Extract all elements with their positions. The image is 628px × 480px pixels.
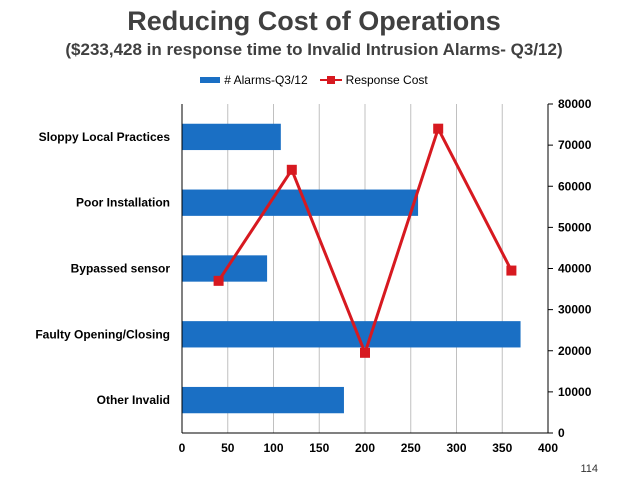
bar-alarms [182, 321, 521, 348]
category-label: Poor Installation [76, 196, 170, 210]
category-label: Sloppy Local Practices [39, 130, 171, 144]
point-response-cost [213, 275, 224, 286]
page-number: 114 [580, 463, 598, 475]
legend-item-alarms: # Alarms-Q3/12 [200, 73, 308, 87]
bar-alarms [182, 123, 281, 151]
x-tick-label: 250 [401, 441, 421, 455]
x-tick-label: 350 [492, 441, 512, 455]
legend-item-response-cost: Response Cost [319, 73, 428, 87]
x-tick-label: 100 [263, 441, 283, 455]
point-response-cost [360, 347, 370, 358]
point-response-cost [286, 164, 297, 175]
legend: # Alarms-Q3/12 Response Cost [0, 73, 628, 87]
category-label: Bypassed sensor [71, 262, 171, 276]
y2-tick-label: 10000 [558, 385, 592, 399]
chart-subtitle: ($233,428 in response time to Invalid In… [65, 40, 563, 59]
y2-tick-label: 80000 [558, 97, 592, 111]
x-tick-label: 0 [179, 441, 186, 455]
x-tick-label: 300 [446, 441, 466, 455]
y2-tick-label: 50000 [558, 220, 592, 234]
point-response-cost [506, 265, 517, 276]
bar-alarms [182, 255, 268, 282]
y2-tick-label: 60000 [558, 179, 592, 193]
y2-tick-label: 40000 [558, 262, 592, 276]
legend-line-swatch [319, 75, 342, 85]
y2-tick-label: 0 [558, 426, 565, 440]
chart-title: Reducing Cost of Operations [127, 6, 501, 36]
y2-tick-label: 70000 [558, 138, 592, 152]
x-tick-label: 400 [538, 441, 558, 455]
x-tick-label: 150 [309, 441, 329, 455]
point-response-cost [433, 123, 444, 134]
x-tick-label: 50 [221, 441, 235, 455]
y2-tick-label: 20000 [558, 344, 592, 358]
legend-bar-swatch [200, 77, 221, 83]
y2-tick-label: 30000 [558, 303, 592, 317]
category-label: Other Invalid [97, 393, 170, 407]
x-tick-label: 200 [355, 441, 375, 455]
legend-label-alarms: # Alarms-Q3/12 [224, 73, 308, 87]
category-label: Faulty Opening/Closing [35, 327, 170, 341]
legend-label-response-cost: Response Cost [345, 73, 428, 87]
bar-alarms [182, 386, 344, 414]
